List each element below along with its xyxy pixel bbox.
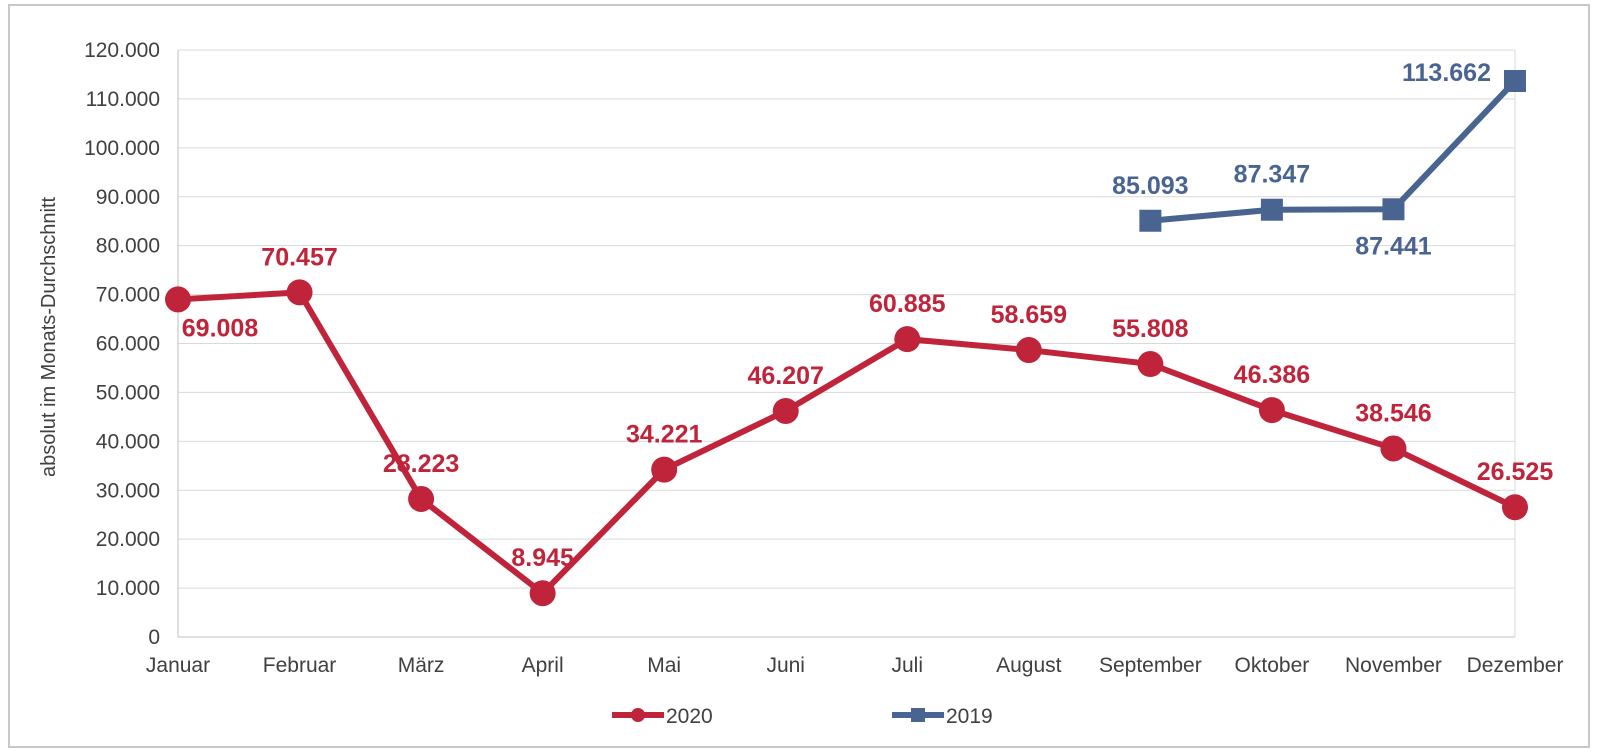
data-point	[286, 279, 313, 306]
x-tick-label: Dezember	[1467, 654, 1564, 677]
data-label: 87.441	[1355, 232, 1432, 260]
data-label: 46.207	[747, 362, 823, 390]
data-label: 26.525	[1477, 458, 1554, 486]
y-tick-label: 40.000	[96, 430, 160, 453]
y-tick-label: 50.000	[96, 381, 160, 404]
y-tick-label: 30.000	[96, 479, 160, 502]
data-label: 85.093	[1112, 172, 1188, 200]
x-tick-label: November	[1345, 654, 1442, 677]
data-point	[1015, 337, 1042, 364]
data-point	[1258, 397, 1285, 424]
y-tick-label: 60.000	[96, 333, 160, 356]
y-tick-label: 110.000	[86, 88, 160, 111]
data-point	[894, 326, 921, 353]
data-label: 55.808	[1112, 315, 1189, 343]
x-tick-label: Januar	[146, 654, 210, 677]
data-label: 38.546	[1355, 399, 1431, 427]
y-tick-label: 20.000	[96, 528, 160, 551]
x-tick-label: September	[1099, 654, 1202, 677]
x-tick-label: Juni	[766, 654, 805, 677]
series-line	[1150, 78, 1518, 224]
y-tick-label: 10.000	[96, 577, 160, 600]
data-point	[1502, 494, 1528, 521]
x-tick-label: Oktober	[1235, 654, 1310, 677]
data-point	[651, 456, 678, 483]
chart-frame	[8, 4, 1590, 748]
data-point	[408, 485, 435, 512]
legend: 2020 2019	[612, 705, 993, 728]
data-point	[1137, 351, 1164, 378]
x-tick-label: Februar	[263, 654, 337, 677]
data-point	[1260, 198, 1283, 221]
data-labels: 69.008 70.457 28.223 8.945 34.221 46.207 60.88…	[182, 59, 1554, 572]
data-label: 46.386	[1234, 361, 1310, 389]
data-point	[1380, 435, 1407, 462]
legend-marker	[631, 708, 645, 722]
series-line	[177, 289, 1517, 597]
data-point	[165, 286, 191, 313]
y-tick-label: 0	[148, 626, 160, 649]
data-label: 69.008	[182, 314, 259, 342]
data-label: 113.662	[1402, 59, 1491, 87]
y-tick-label: 120.000	[84, 39, 160, 62]
data-point	[772, 397, 799, 424]
data-point	[529, 580, 556, 607]
data-point	[1382, 198, 1405, 221]
legend-label: 2020	[666, 705, 713, 728]
x-tick-label: Mai	[647, 654, 681, 677]
x-tick-label: Juli	[892, 654, 924, 677]
data-label: 70.457	[261, 243, 337, 271]
data-label: 8.945	[511, 544, 574, 572]
y-tick-label: 100.000	[84, 137, 160, 160]
x-axis-ticks: Januar Februar März April Mai Juni Juli August S…	[146, 654, 1564, 677]
data-point	[1504, 70, 1526, 93]
data-label: 87.347	[1234, 161, 1310, 189]
x-tick-label: August	[996, 654, 1062, 677]
data-point	[1139, 209, 1162, 232]
x-tick-label: März	[398, 654, 445, 677]
x-tick-label: April	[522, 654, 564, 677]
data-label: 28.223	[383, 450, 459, 478]
data-label: 60.885	[869, 290, 946, 318]
grid-lines	[177, 49, 1516, 638]
legend-label: 2019	[946, 705, 993, 728]
data-label: 58.659	[991, 301, 1067, 329]
legend-marker	[911, 708, 925, 722]
y-tick-label: 80.000	[96, 235, 160, 258]
y-axis-label: absolut im Monats-Durchschnitt	[38, 197, 60, 478]
y-tick-label: 70.000	[96, 284, 160, 307]
data-label: 34.221	[626, 421, 703, 449]
y-axis-ticks: 0 10.000 20.000 30.000 40.000 50.000 60.000 70.…	[84, 39, 160, 649]
y-tick-label: 90.000	[96, 186, 160, 209]
series-group	[165, 70, 1528, 607]
